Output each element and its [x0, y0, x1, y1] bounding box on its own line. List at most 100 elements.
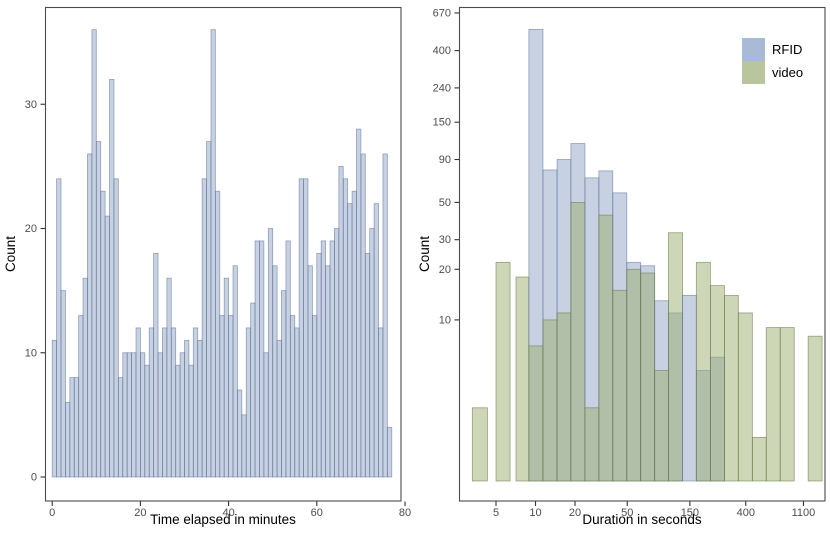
left-histogram-bar [201, 178, 207, 478]
left-histogram-bar [320, 240, 327, 478]
left-histogram-bar [126, 352, 132, 478]
left-histogram-bar [364, 252, 371, 478]
legend-label-rfid: RFID [772, 42, 802, 57]
left-histogram-bar [311, 315, 318, 478]
left-histogram-bar [95, 141, 102, 478]
video-histogram-bar [765, 327, 781, 482]
left-histogram-bar [131, 352, 137, 478]
right-y-tick-label: 10 [439, 314, 451, 326]
left-histogram-bar [329, 240, 335, 478]
left-histogram-bar [347, 203, 353, 478]
left-histogram-bar [170, 327, 177, 478]
left-histogram-bar [285, 240, 291, 478]
left-histogram-bar [356, 128, 362, 478]
left-histogram-bar [179, 352, 185, 478]
right-x-tick-label: 20 [569, 507, 581, 519]
left-histogram-bar [144, 364, 150, 478]
left-histogram-bar [316, 252, 322, 478]
left-y-tick-label: 30 [25, 99, 37, 111]
video-histogram-bar [570, 202, 586, 482]
right-panel-border [458, 6, 826, 502]
right-histogram-bars [471, 28, 823, 482]
right-y-tick-label: 30 [439, 234, 451, 246]
left-histogram-bar [241, 414, 247, 478]
left-histogram-bar [334, 228, 340, 478]
right-y-tick-label: 90 [439, 154, 451, 166]
left-x-tick-label: 40 [222, 507, 234, 519]
left-histogram-bar [139, 352, 146, 478]
video-histogram-bar [598, 214, 614, 482]
left-histogram-bar [166, 277, 172, 478]
right-x-tick-label: 50 [621, 507, 633, 519]
video-histogram-bar [807, 335, 823, 482]
video-histogram-bar [640, 272, 656, 482]
left-histogram-bar [237, 389, 243, 478]
video-histogram-bar [724, 294, 739, 482]
video-histogram-bar [737, 312, 753, 482]
left-histogram-bar [281, 290, 287, 478]
video-histogram-bar [654, 370, 669, 482]
left-histogram-bar [87, 153, 93, 478]
right-y-axis-title: Count [417, 236, 432, 272]
left-histogram-bar [175, 364, 181, 478]
left-histogram-bar [307, 265, 313, 478]
left-histogram-bar [298, 178, 304, 478]
left-histogram-bar [228, 315, 234, 478]
left-histogram-bar [338, 165, 344, 478]
right-x-tick-label: 1100 [792, 507, 816, 519]
video-histogram-bar [695, 261, 711, 482]
left-histogram-bar [360, 153, 366, 478]
left-y-tick-label: 20 [25, 223, 37, 235]
left-histogram-bar [69, 377, 75, 478]
video-histogram-bar [556, 312, 572, 482]
left-histogram-bar [157, 352, 163, 478]
axis-ticks: 0 10 20 30 0 20 40 60 80 670 400 240 150 90 50 30 20 10 5 1… [25, 7, 816, 519]
left-histogram-bar [325, 265, 331, 478]
right-y-tick-label: 670 [433, 7, 451, 19]
video-histogram-bar [584, 407, 600, 482]
left-histogram-bar [206, 141, 212, 478]
legend-swatch-rfid [742, 38, 765, 61]
right-x-tick-label: 5 [493, 507, 499, 519]
left-histogram-bar [223, 277, 230, 478]
left-histogram-bar [263, 352, 269, 478]
left-histogram-bar [254, 240, 260, 478]
left-x-tick-label: 80 [399, 507, 411, 519]
left-histogram-bar [232, 265, 238, 478]
left-histogram-bar [219, 315, 225, 478]
left-histogram-bar [113, 178, 119, 478]
left-histogram-bar [245, 327, 252, 478]
legend: RFID video [742, 38, 803, 84]
left-histogram-bar [65, 402, 71, 478]
video-histogram-bar [515, 276, 530, 482]
left-histogram-bar [259, 240, 265, 478]
left-histogram-bar [351, 190, 357, 478]
legend-swatch-video [742, 61, 765, 84]
left-histogram-bar [73, 377, 80, 478]
left-histogram-bar [104, 215, 110, 478]
left-histogram-bar [82, 277, 88, 478]
left-histogram-bar [51, 339, 58, 478]
right-y-tick-label: 150 [433, 117, 451, 129]
left-x-axis-title: Time elapsed in minutes [150, 512, 296, 527]
left-histogram-bar [135, 327, 141, 478]
left-histogram-bar [342, 178, 349, 478]
video-histogram-bar [668, 232, 683, 482]
left-histogram-bar [184, 339, 190, 478]
video-histogram-bar [528, 345, 544, 482]
left-histogram-bar [272, 265, 278, 478]
left-histogram-bar [56, 178, 62, 478]
right-x-axis-title: Duration in seconds [582, 512, 702, 527]
left-histogram-bar [303, 178, 309, 478]
left-x-tick-label: 20 [134, 507, 146, 519]
right-y-tick-label: 50 [439, 197, 451, 209]
left-histogram-bar [250, 302, 256, 478]
left-y-axis-title: Count [3, 236, 18, 272]
left-histogram-bar [153, 252, 159, 478]
left-histogram-bar [289, 315, 296, 478]
video-histogram-bar [779, 327, 795, 482]
left-histogram-bar [109, 79, 115, 478]
left-histogram-bar [188, 364, 194, 478]
